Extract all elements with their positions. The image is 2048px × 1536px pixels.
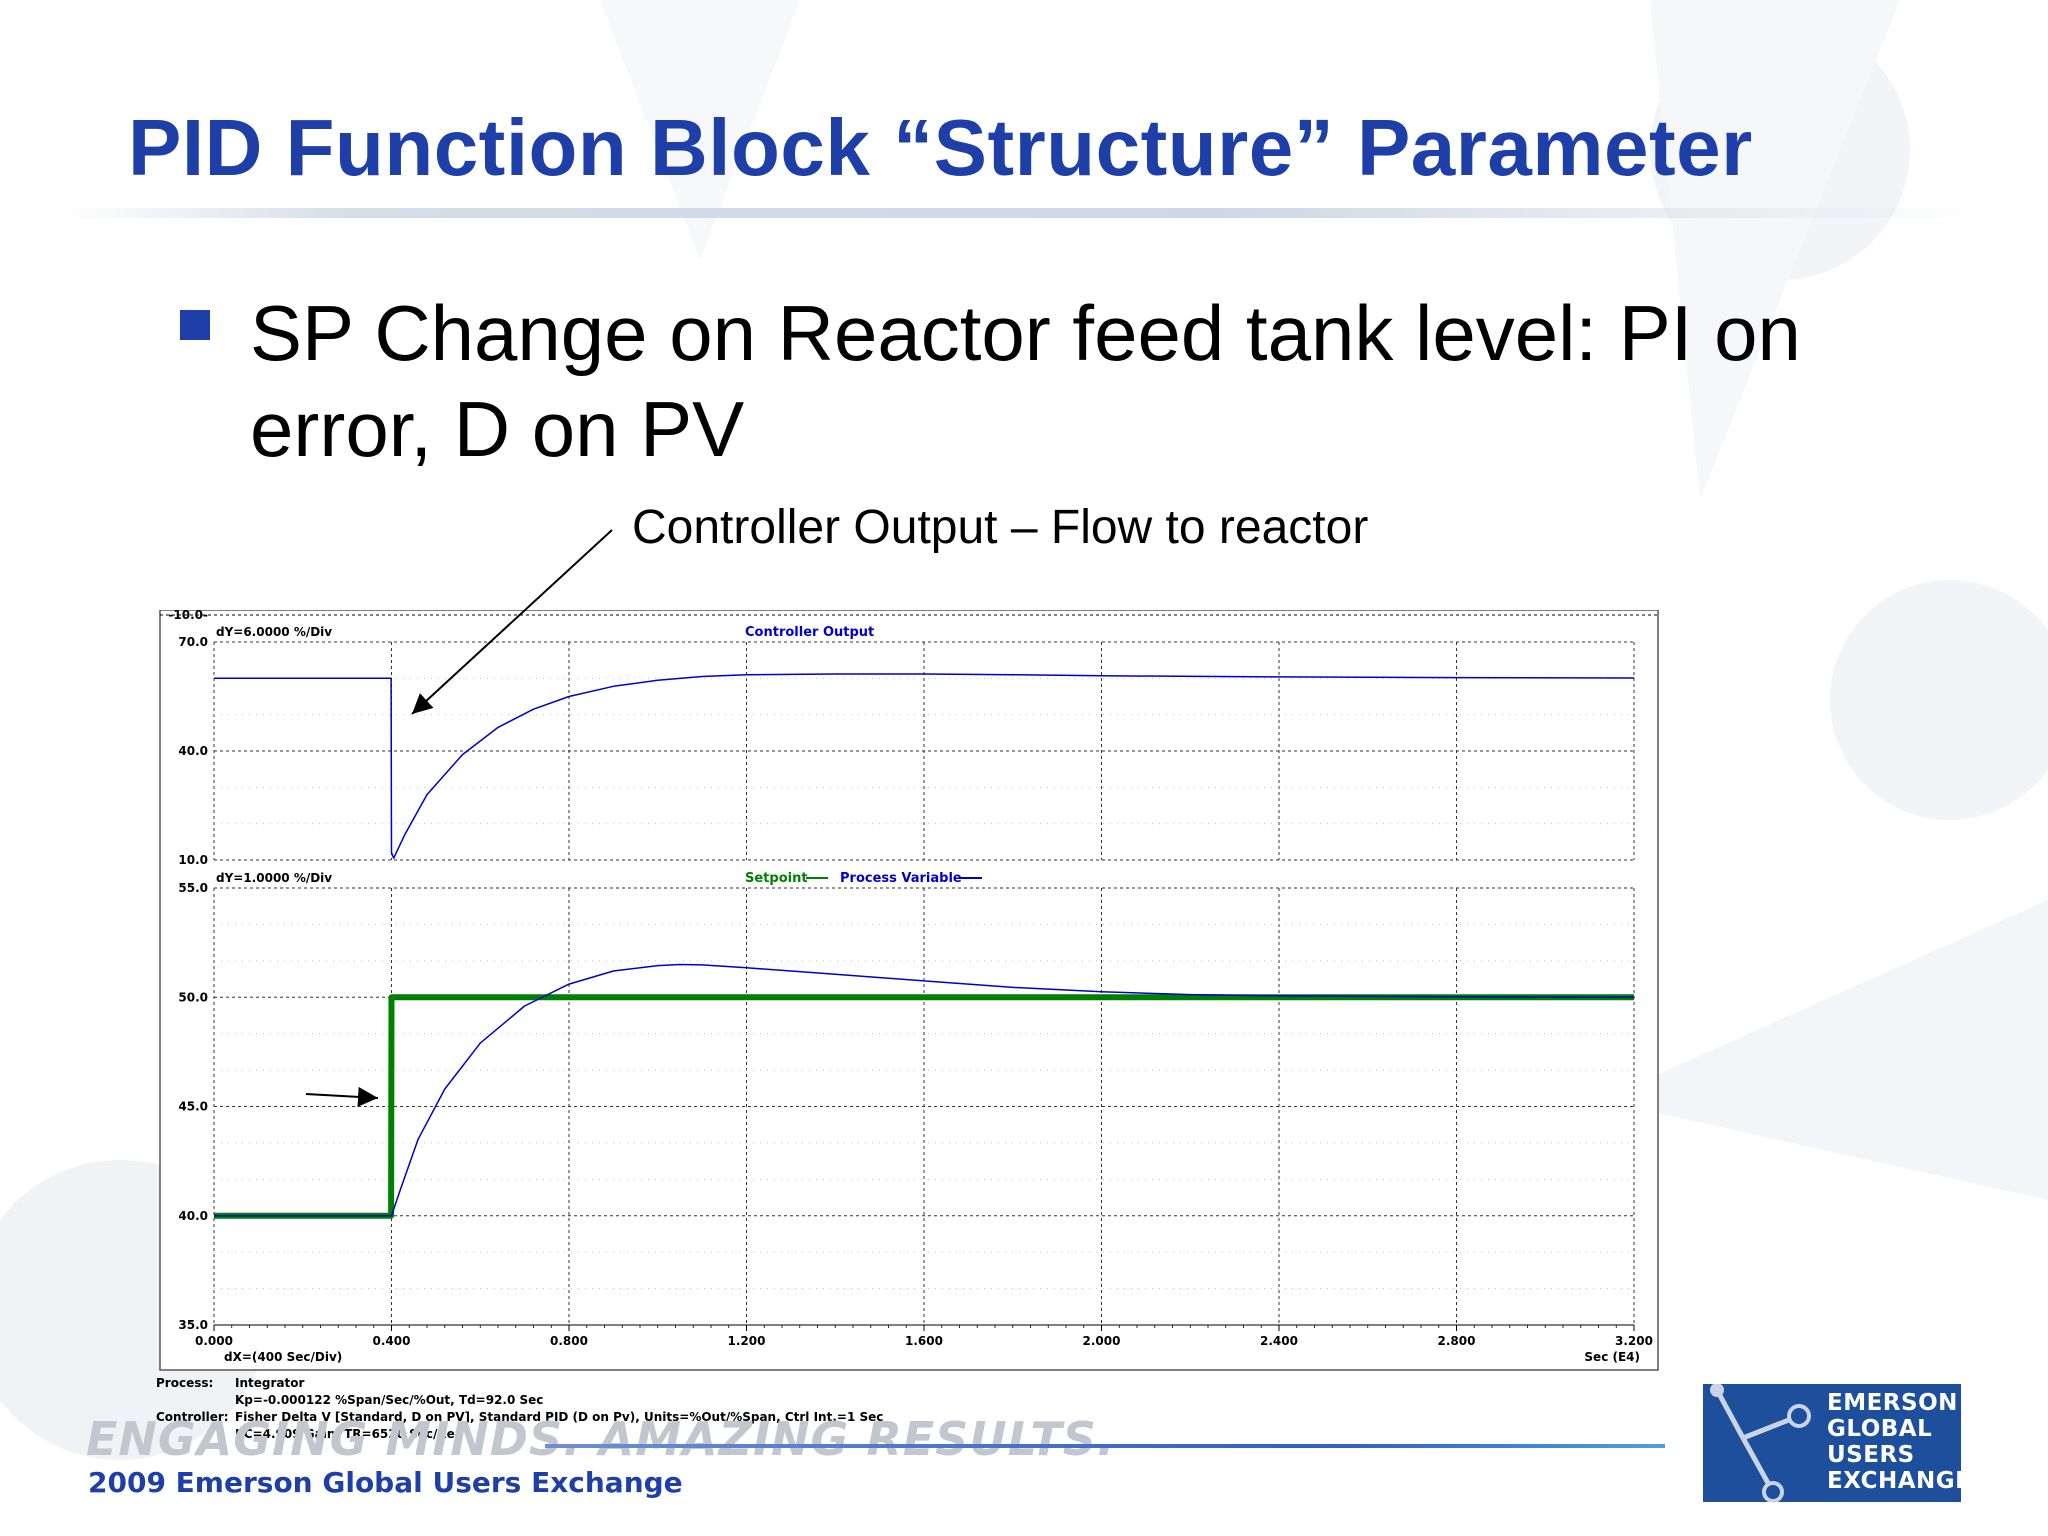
bullet-square-icon <box>180 310 210 340</box>
x-tick-label: 2.800 <box>1438 1334 1476 1348</box>
bottom-ytick-label: 50.0 <box>178 990 208 1004</box>
info-process-label: Process: <box>156 1376 214 1390</box>
top-ytick-label: 40.0 <box>178 744 208 758</box>
series-controller-output <box>214 673 1635 859</box>
x-tick-label: 3.200 <box>1615 1334 1653 1348</box>
bottom-ytick-label: 40.0 <box>178 1209 208 1223</box>
top-scale-label: dY=6.0000 %/Div <box>216 625 332 639</box>
logo-line-2: GLOBAL <box>1827 1416 1933 1442</box>
x-tick-label: 1.600 <box>905 1334 943 1348</box>
info-process-line1: Integrator <box>235 1376 305 1390</box>
bottom-ytick-label: 55.0 <box>178 881 208 895</box>
logo-line-3: USERS <box>1827 1442 1915 1468</box>
legend-setpoint-label: Setpoint <box>745 871 808 886</box>
top-ytick-label: 70.0 <box>178 635 208 649</box>
info-controller-label: Controller: <box>156 1410 229 1424</box>
x-tick-label: 0.800 <box>550 1334 588 1348</box>
annotation-controller-output: Controller Output – Flow to reactor <box>632 501 1369 554</box>
series-process-variable <box>214 963 1635 1217</box>
top-ytick-label: 10.0 <box>178 853 208 867</box>
slide-title: PID Function Block “Structure” Parameter <box>128 103 1753 192</box>
footer-divider <box>545 1444 1665 1448</box>
x-axis-unit-label: Sec (E4) <box>1584 1350 1640 1364</box>
bottom-ytick-label: 35.0 <box>178 1318 208 1332</box>
top-panel-title: Controller Output <box>745 625 874 640</box>
labels-layer: 70.0 40.0 10.0 55.0 50.0 45.0 40.0 35.0 -10.0- dY… <box>168 610 1653 1364</box>
top-clipped-tick-label: -10.0- <box>168 610 208 622</box>
trend-chart: 70.0 40.0 10.0 55.0 50.0 45.0 40.0 35.0 -10.0- dY… <box>159 610 1659 1371</box>
chart-border <box>159 610 1659 1371</box>
chart-frame <box>159 610 1659 1371</box>
x-scale-label: dX=(400 Sec/Div) <box>224 1350 342 1364</box>
info-controller-line2: KC=4.909 Gain, TR=6520 Sec/Rep <box>235 1427 464 1441</box>
x-tick-label: 1.200 <box>728 1334 766 1348</box>
x-tick-label: 0.400 <box>373 1334 411 1348</box>
info-process-line2: Kp=-0.000122 %Span/Sec/%Out, Td=92.0 Sec <box>235 1393 544 1407</box>
logo-line-4: EXCHANGE <box>1827 1468 1972 1494</box>
info-controller-line1: Fisher Delta V [Standard, D on PV], Stan… <box>235 1410 884 1424</box>
x-tick-label: 0.000 <box>195 1334 233 1348</box>
emerson-logo: EMERSON GLOBAL USERS EXCHANGE <box>1703 1384 1971 1502</box>
title-divider <box>60 208 1990 218</box>
x-tick-label: 2.400 <box>1260 1334 1298 1348</box>
x-tick-label: 2.000 <box>1083 1334 1121 1348</box>
footer-event: 2009 Emerson Global Users Exchange <box>88 1466 683 1499</box>
legend-process-variable-label: Process Variable <box>840 871 962 886</box>
series-layer <box>214 673 1635 1219</box>
logo-molecule-icon <box>1710 1384 1811 1502</box>
logo-line-1: EMERSON <box>1827 1390 1958 1416</box>
bullet-text: SP Change on Reactor feed tank level: PI… <box>250 289 1801 473</box>
grid-bottom <box>213 887 1635 1326</box>
bottom-ytick-label: 45.0 <box>178 1100 208 1114</box>
footer-tagline: ENGAGING MINDS. AMAZING RESULTS. <box>86 1412 1116 1466</box>
bottom-scale-label: dY=1.0000 %/Div <box>216 871 332 885</box>
